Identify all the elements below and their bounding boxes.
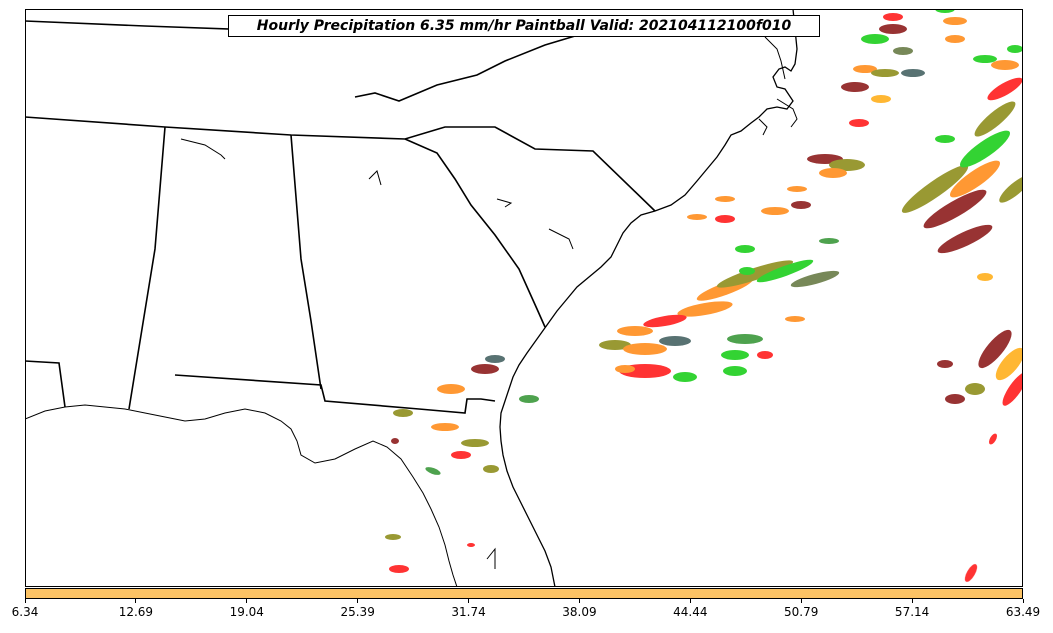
map-canvas bbox=[25, 9, 1023, 587]
colorbar-tick-label: 63.49 bbox=[1005, 605, 1041, 619]
colorbar-tick bbox=[1022, 599, 1024, 603]
colorbar-tick bbox=[468, 599, 470, 603]
colorbar-tick bbox=[911, 599, 913, 603]
colorbar-tick bbox=[689, 599, 691, 603]
gulf-coastline bbox=[25, 404, 458, 587]
colorbar-tick-label: 25.39 bbox=[340, 605, 375, 619]
colorbar-tick bbox=[135, 599, 137, 603]
colorbar-tick bbox=[578, 599, 580, 603]
colorbar-tick-label: 38.09 bbox=[562, 605, 597, 619]
coastline bbox=[499, 9, 798, 587]
map-panel bbox=[25, 9, 1023, 587]
colorbar-tick-label: 6.34 bbox=[11, 605, 39, 619]
map-background bbox=[25, 9, 1023, 587]
map-title: Hourly Precipitation 6.35 mm/hr Paintbal… bbox=[228, 15, 820, 37]
outer-banks bbox=[758, 36, 798, 136]
precip-blobs bbox=[385, 9, 1023, 582]
colorbar bbox=[25, 588, 1023, 599]
colorbar-tick bbox=[246, 599, 248, 603]
colorbar-tick bbox=[800, 599, 802, 603]
map-border bbox=[25, 9, 1023, 587]
colorbar-tick-label: 19.04 bbox=[229, 605, 264, 619]
colorbar-tick-label: 12.69 bbox=[118, 605, 154, 619]
lakes bbox=[180, 138, 574, 569]
colorbar-tick bbox=[357, 599, 359, 603]
colorbar-tick bbox=[24, 599, 26, 603]
colorbar-tick-label: 44.44 bbox=[673, 605, 708, 619]
colorbar-tick-label: 57.14 bbox=[894, 605, 930, 619]
colorbar-tick-label: 50.79 bbox=[784, 605, 819, 619]
colorbar-tick-label: 31.74 bbox=[451, 605, 486, 619]
